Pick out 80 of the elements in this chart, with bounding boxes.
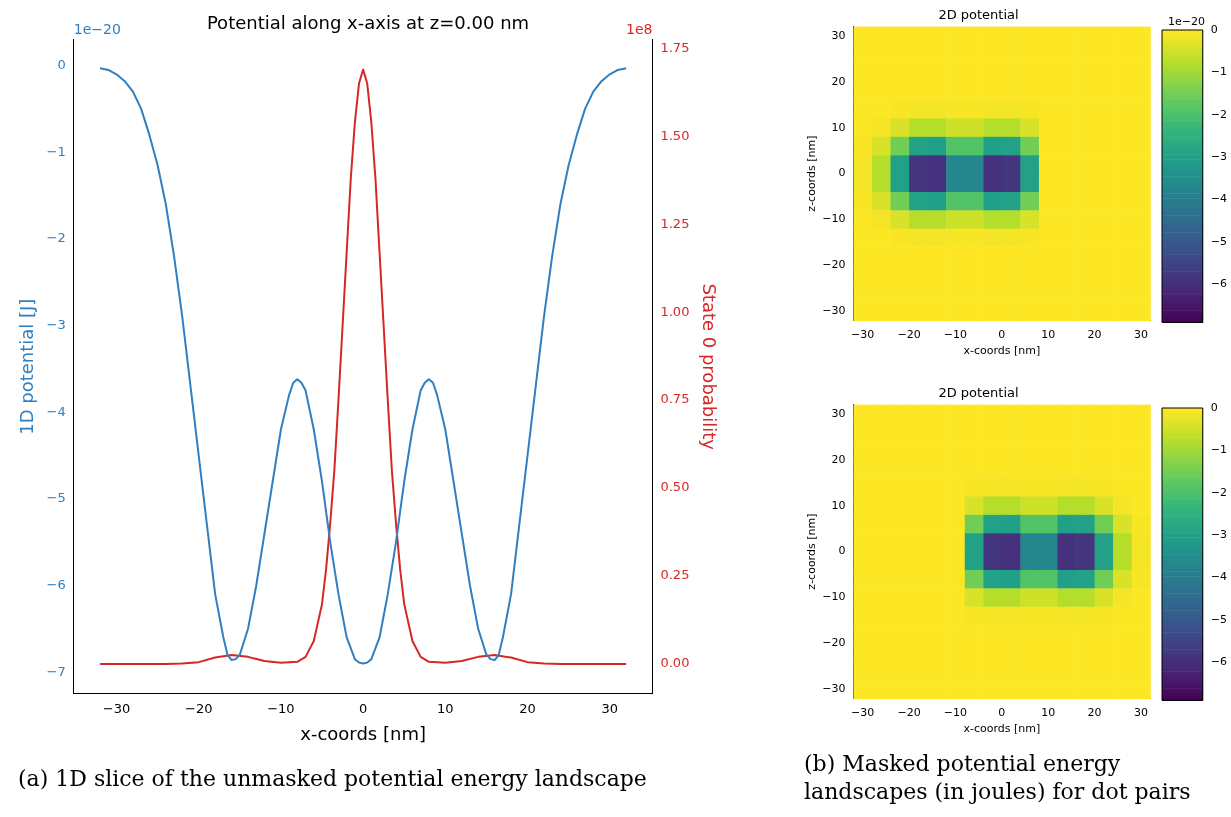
x-tick-label: 20	[1087, 328, 1102, 342]
y-tick-label: 0	[57, 56, 66, 72]
x-axis-title: x-coords [nm]	[300, 722, 426, 744]
y-tick-label: −2	[46, 230, 66, 246]
y-tick-label: 10	[831, 498, 846, 512]
text: 1e−20	[1167, 15, 1205, 29]
x-tick-label: 0	[998, 706, 1006, 720]
y2-tick-label: 1.25	[660, 215, 690, 231]
x-tick-label: 10	[1041, 328, 1056, 342]
chart-title: 2D potential	[938, 385, 1019, 401]
x-tick-label: −10	[943, 706, 968, 720]
color-bar-label: −2	[1210, 485, 1227, 499]
y-tick-label: −20	[822, 258, 846, 272]
color-bar-label: −2	[1210, 107, 1227, 121]
y-tick-label: −20	[822, 636, 846, 650]
x-tick-label: 30	[1134, 706, 1148, 720]
y-tick-label: 30	[831, 28, 846, 42]
x-tick-label: 30	[1134, 328, 1148, 342]
x-tick-label: 20	[1087, 706, 1102, 720]
y-axis-title: z-coords [nm]	[805, 135, 819, 212]
y-tick-label: 0	[838, 544, 846, 558]
x-axis-title: x-coords [nm]	[963, 344, 1041, 358]
x-tick-label: −10	[267, 700, 295, 716]
y2-tick-label: 0.25	[660, 567, 690, 583]
y2-tick-label: 0.50	[660, 479, 690, 495]
x-axis-title: x-coords [nm]	[963, 722, 1041, 736]
x-tick-label: −20	[897, 706, 921, 720]
text: (a) 1D slice of the unmasked potential energy landscape	[18, 766, 648, 791]
chart-title: 2D potential	[938, 7, 1019, 23]
y-tick-label: −6	[46, 576, 66, 592]
y-tick-label: −30	[822, 682, 846, 696]
y-tick-label: −3	[46, 316, 66, 332]
color-bar-label: −4	[1210, 192, 1227, 206]
color-bar-label: −1	[1210, 65, 1227, 79]
color-bar-label: −6	[1210, 277, 1227, 291]
x-tick-label: 0	[358, 700, 368, 716]
y2-tick-label: 0.75	[660, 391, 690, 407]
y2-tick-label: 1.50	[660, 127, 690, 143]
color-bar-label: −5	[1210, 234, 1227, 248]
x-tick-label: 10	[1041, 706, 1056, 720]
chart-title: Potential along x-axis at z=0.00 nm	[206, 12, 530, 34]
color-bar-label: 0	[1210, 22, 1218, 36]
color-bar-label: −4	[1210, 570, 1227, 584]
y-tick-label: 0	[838, 166, 846, 180]
text: (b) Masked potential energy landscapes (in joules) for dot pairs	[804, 750, 1192, 805]
x-tick-label: 0	[998, 328, 1006, 342]
y2-tick-label: 1.00	[660, 303, 690, 319]
y-tick-label: 20	[831, 452, 846, 466]
x-tick-label: 10	[437, 700, 454, 716]
y-tick-label: −1	[46, 143, 66, 159]
text: 1e8	[626, 21, 653, 38]
color-bar-label: −3	[1210, 149, 1227, 163]
x-tick-label: −10	[943, 328, 968, 342]
x-tick-label: 20	[519, 700, 536, 716]
y2-axis-title: State 0 probability	[698, 283, 720, 451]
y-tick-label: −4	[46, 403, 66, 419]
x-tick-label: 30	[601, 700, 618, 716]
y-tick-label: −30	[822, 304, 846, 318]
x-tick-label: −20	[897, 328, 921, 342]
y-tick-label: 20	[831, 74, 846, 88]
x-tick-label: −30	[102, 700, 131, 716]
x-tick-label: −20	[184, 700, 213, 716]
x-tick-label: −30	[851, 706, 875, 720]
color-bar-label: −1	[1210, 443, 1227, 457]
text: 1e−20	[73, 21, 121, 38]
color-bar-label: −6	[1210, 655, 1227, 669]
y2-tick-label: 1.75	[660, 39, 690, 55]
y2-tick-label: 0.00	[660, 655, 690, 671]
y-tick-label: −10	[822, 212, 846, 226]
y-tick-label: 30	[831, 406, 846, 420]
y-tick-label: −10	[822, 590, 846, 604]
y-tick-label: −7	[46, 663, 66, 679]
y-tick-label: 10	[831, 120, 846, 134]
x-tick-label: −30	[851, 328, 875, 342]
y-axis-title: 1D potential [J]	[16, 298, 38, 435]
color-bar-label: 0	[1210, 400, 1218, 414]
y-tick-label: −5	[46, 490, 66, 506]
y-axis-title: z-coords [nm]	[805, 513, 819, 590]
color-bar-label: −3	[1210, 527, 1227, 541]
color-bar-label: −5	[1210, 612, 1227, 626]
